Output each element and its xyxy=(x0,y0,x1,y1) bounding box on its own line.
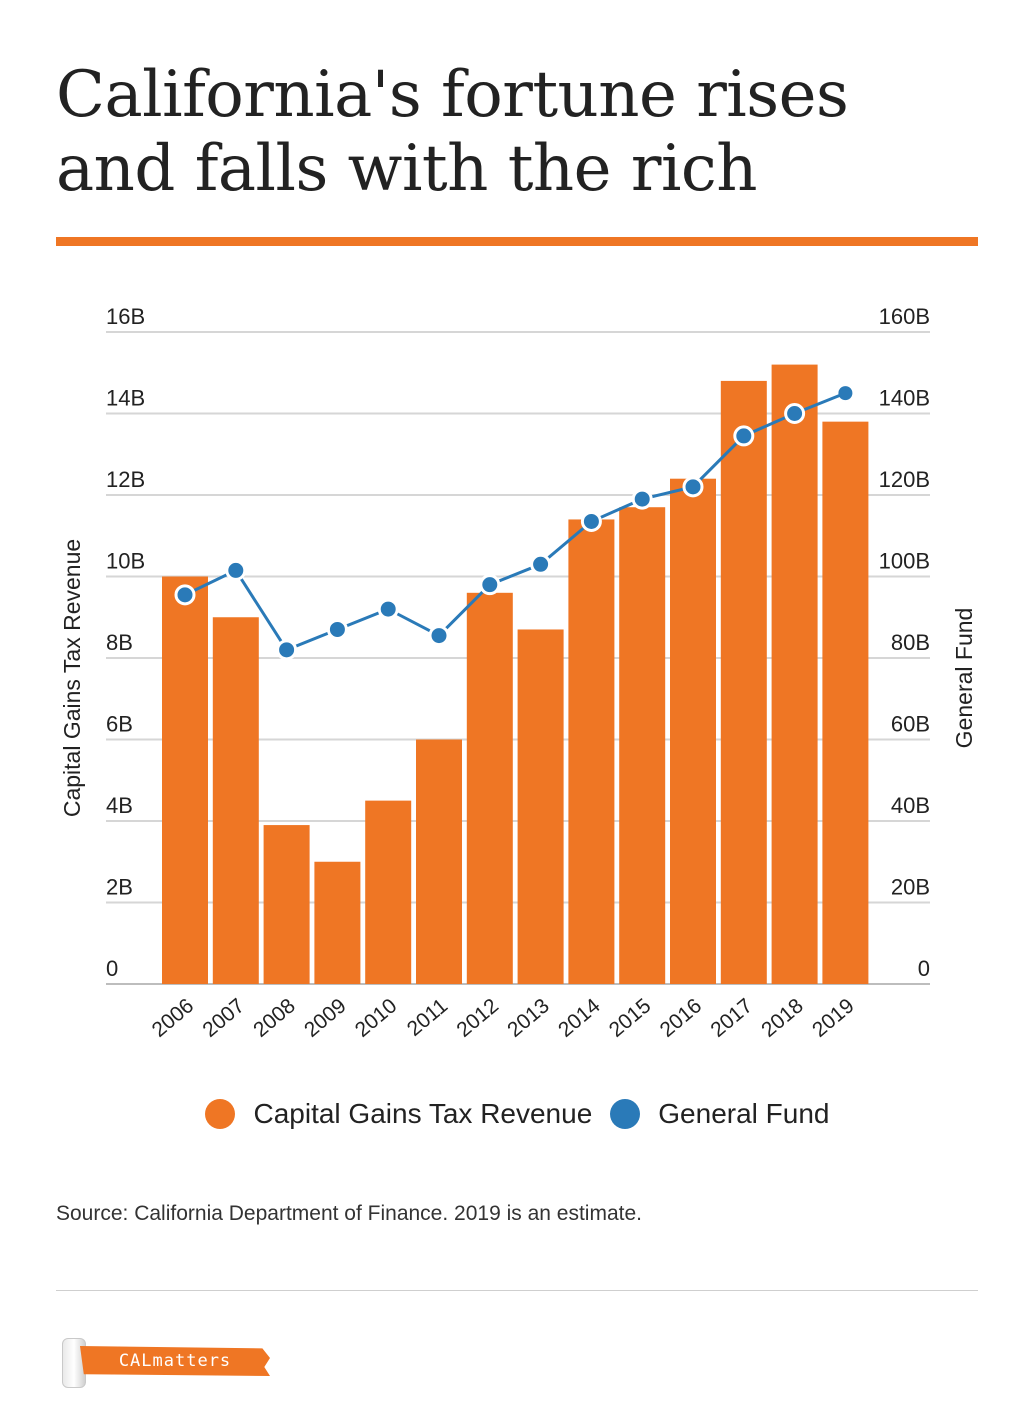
point-2012[interactable] xyxy=(479,574,501,596)
legend-label: Capital Gains Tax Revenue xyxy=(253,1098,593,1129)
footer-divider xyxy=(56,1290,978,1291)
left-axis-title: Capital Gains Tax Revenue xyxy=(59,539,85,817)
point-2015[interactable] xyxy=(631,488,653,510)
point-2014[interactable] xyxy=(580,510,602,532)
point-2016[interactable] xyxy=(682,476,704,498)
bar-2016[interactable] xyxy=(670,478,716,984)
point-2009[interactable] xyxy=(326,618,348,640)
point-2017[interactable] xyxy=(733,425,755,447)
bar-2015[interactable] xyxy=(619,507,666,984)
left-tick-label: 10B xyxy=(106,549,145,574)
bar-2014[interactable] xyxy=(568,519,615,984)
source-note: Source: California Department of Finance… xyxy=(56,1202,642,1225)
bar-2017[interactable] xyxy=(720,380,767,984)
bar-2013[interactable] xyxy=(517,629,564,984)
right-tick-label: 40B xyxy=(891,793,930,818)
x-tick-label: 2010 xyxy=(351,994,402,1042)
x-tick-label: 2019 xyxy=(808,994,859,1042)
left-tick-label: 2B xyxy=(106,875,133,900)
x-tick-label: 2009 xyxy=(300,994,351,1042)
legend-marker-capital-gains xyxy=(205,1099,236,1129)
x-tick-label: 2018 xyxy=(757,994,808,1042)
right-tick-label: 100B xyxy=(879,549,930,574)
right-tick-label: 140B xyxy=(879,386,930,411)
left-tick-label: 4B xyxy=(106,793,133,818)
left-tick-label: 6B xyxy=(106,712,133,737)
bar-2008[interactable] xyxy=(263,825,310,984)
left-tick-label: 14B xyxy=(106,386,145,411)
bar-2009[interactable] xyxy=(314,861,361,984)
legend-item-general-fund[interactable]: General Fund xyxy=(610,1098,830,1130)
bar-2006[interactable] xyxy=(162,576,208,985)
legend: Capital Gains Tax Revenue General Fund xyxy=(0,1098,1035,1130)
bar-2018[interactable] xyxy=(771,364,818,985)
legend-marker-general-fund xyxy=(610,1099,641,1129)
bar-2011[interactable] xyxy=(416,739,462,985)
chart-title: California's fortune rises and falls wit… xyxy=(56,58,849,206)
point-2011[interactable] xyxy=(428,625,450,647)
x-tick-label: 2014 xyxy=(554,994,605,1042)
left-tick-label: 16B xyxy=(106,304,145,329)
title-divider xyxy=(56,237,978,246)
left-tick-label: 8B xyxy=(106,630,133,655)
x-tick-label: 2007 xyxy=(198,994,249,1042)
line-series xyxy=(174,386,853,661)
right-tick-label: 0 xyxy=(918,956,930,981)
x-tick-label: 2011 xyxy=(403,994,452,1041)
point-2008[interactable] xyxy=(276,639,298,661)
right-tick-label: 60B xyxy=(891,712,930,737)
logo-text: CALmatters xyxy=(80,1346,270,1376)
x-tick-label: 2012 xyxy=(452,994,503,1042)
x-tick-label: 2015 xyxy=(605,994,656,1042)
x-tick-label: 2006 xyxy=(148,994,199,1042)
bar-series xyxy=(162,364,869,985)
bar-2019[interactable] xyxy=(822,421,869,984)
bar-2012[interactable] xyxy=(466,592,513,984)
legend-label: General Fund xyxy=(658,1098,830,1129)
point-2013[interactable] xyxy=(530,553,552,575)
point-2018[interactable] xyxy=(784,403,806,424)
point-2010[interactable] xyxy=(377,598,399,620)
x-tick-label: 2016 xyxy=(656,994,707,1042)
point-2019[interactable] xyxy=(838,386,853,401)
calmatters-logo[interactable]: CALmatters xyxy=(62,1338,274,1388)
legend-item-capital-gains[interactable]: Capital Gains Tax Revenue xyxy=(205,1098,592,1130)
left-tick-label: 0 xyxy=(106,956,118,981)
right-tick-label: 80B xyxy=(891,630,930,655)
right-tick-label: 160B xyxy=(879,304,930,329)
x-tick-label: 2017 xyxy=(706,994,757,1042)
point-2006[interactable] xyxy=(174,584,196,606)
bar-2007[interactable] xyxy=(212,617,259,984)
point-2007[interactable] xyxy=(225,559,247,581)
right-axis-title: General Fund xyxy=(951,608,977,749)
right-tick-label: 120B xyxy=(879,467,930,492)
x-tick-label: 2013 xyxy=(503,994,554,1042)
left-tick-label: 12B xyxy=(106,467,145,492)
combo-chart: 0 2B 4B 6B 8B 10B 12B 14B 16B 0 20B 40B 60B 80B 100B 12… xyxy=(59,304,977,1042)
bar-2010[interactable] xyxy=(365,800,412,984)
x-tick-label: 2008 xyxy=(249,994,300,1042)
right-tick-label: 20B xyxy=(891,875,930,900)
